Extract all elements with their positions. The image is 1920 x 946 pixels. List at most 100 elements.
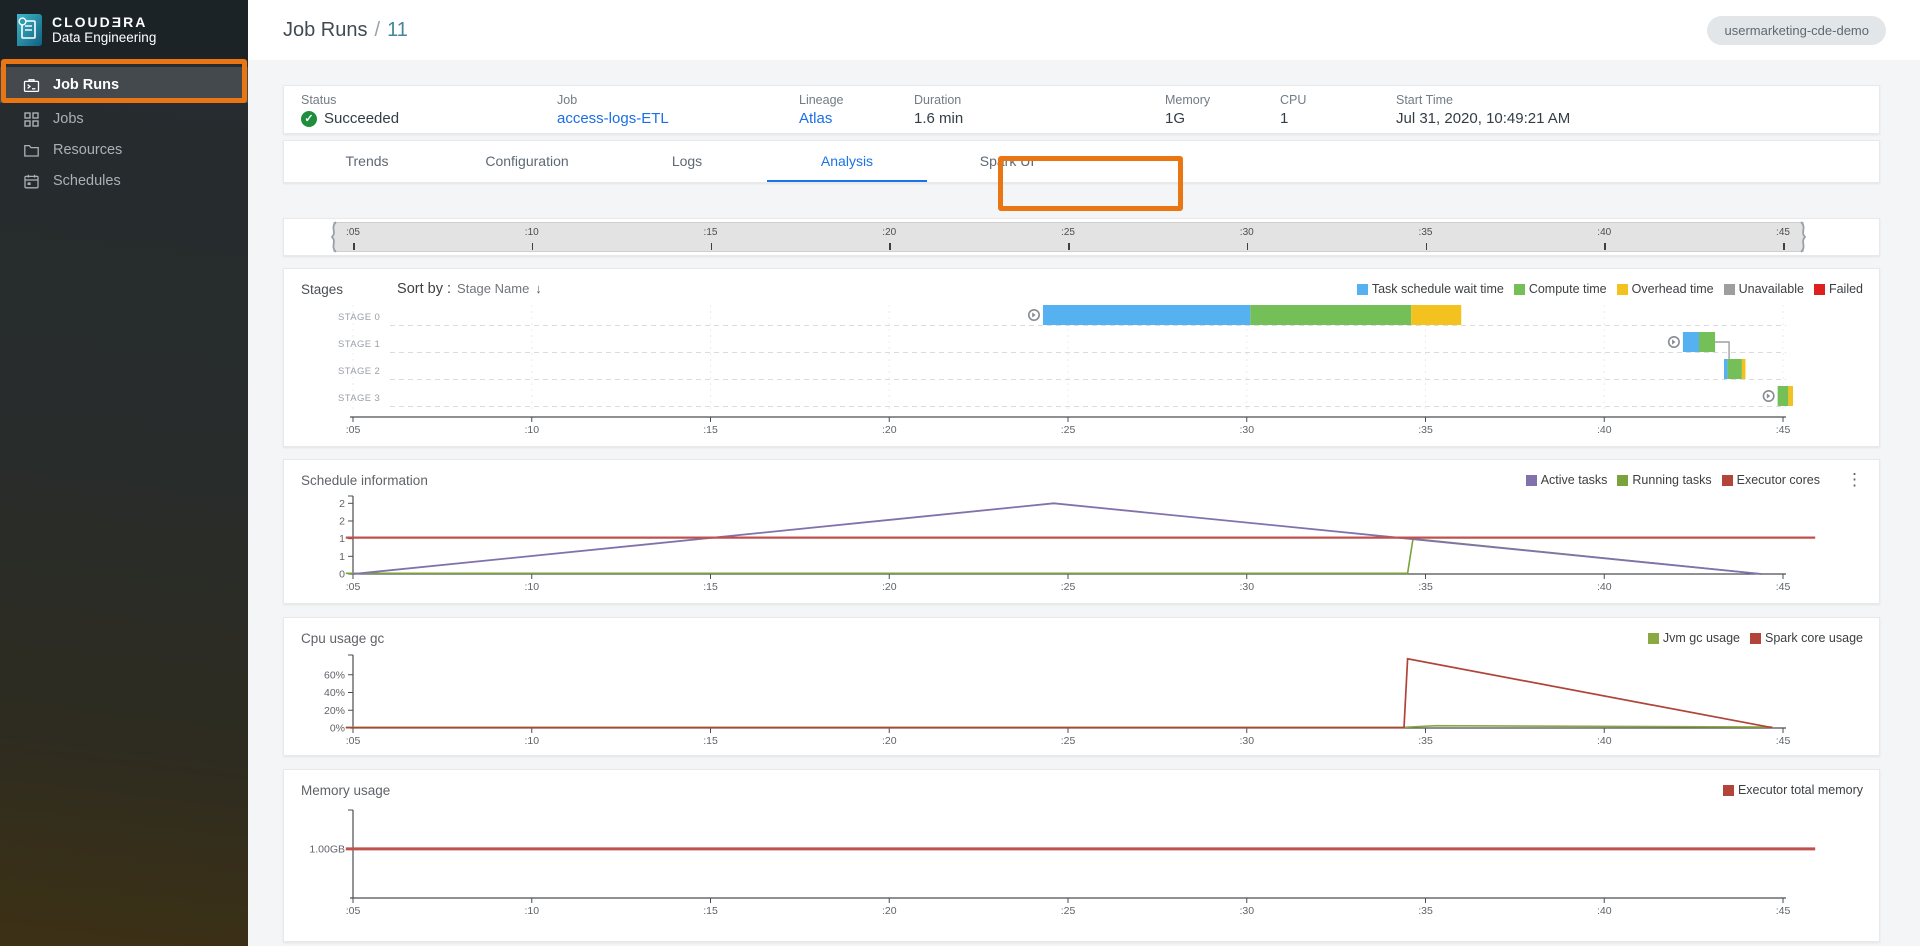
tab-logs[interactable]: Logs xyxy=(607,141,767,182)
x-tick-label: :15 xyxy=(703,581,718,593)
x-tick-label: :45 xyxy=(1776,581,1791,593)
legend-item-jvm-gc-usage: Jvm gc usage xyxy=(1648,631,1740,645)
x-tick-label: :10 xyxy=(524,735,539,747)
field-value: 1.6 min xyxy=(914,110,963,127)
legend-label: Spark core usage xyxy=(1765,631,1863,645)
scrubber-left-handle[interactable] xyxy=(327,221,339,253)
sort-direction-icon[interactable]: ↓ xyxy=(535,281,542,296)
tab-analysis[interactable]: Analysis xyxy=(767,141,927,182)
sidebar-item-jobs[interactable]: Jobs xyxy=(0,104,248,134)
timeline-tick-label: :30 xyxy=(1240,227,1254,238)
x-tick-label: :45 xyxy=(1776,735,1791,747)
status-value: Succeeded xyxy=(324,110,399,127)
logo-title: CLOUDƎRA xyxy=(52,14,156,30)
stage-row-label: STAGE 0 xyxy=(338,312,380,323)
legend-item-spark-core-usage: Spark core usage xyxy=(1750,631,1863,645)
stage-row-label: STAGE 2 xyxy=(338,366,380,377)
schedule-legend: Active tasksRunning tasksExecutor cores xyxy=(1526,473,1820,487)
x-tick-label: :05 xyxy=(346,424,361,436)
legend-item-failed: Failed xyxy=(1814,282,1863,296)
legend-swatch xyxy=(1617,475,1628,486)
stage-row-label: STAGE 1 xyxy=(338,339,380,350)
breadcrumb: Job Runs/11 xyxy=(283,19,408,42)
cpu-usage-card: Cpu usage gc Jvm gc usageSpark core usag… xyxy=(283,617,1880,756)
resources-icon xyxy=(23,142,40,159)
series-running-tasks xyxy=(346,539,1762,574)
legend-label: Failed xyxy=(1829,282,1863,296)
sidebar-item-resources[interactable]: Resources xyxy=(0,135,248,165)
tab-trends[interactable]: Trends xyxy=(287,141,447,182)
sidebar-item-schedules[interactable]: Schedules xyxy=(0,166,248,196)
x-tick-label: :15 xyxy=(703,424,718,436)
legend-swatch xyxy=(1723,785,1734,796)
job-link[interactable]: access-logs-ETL xyxy=(557,110,799,127)
schedules-icon xyxy=(23,173,40,190)
legend-swatch xyxy=(1814,284,1825,295)
stage-bar-segment-overhead xyxy=(1411,305,1461,325)
summary-field-status: Status✓Succeeded xyxy=(301,93,557,127)
summary-field-cpu: CPU1 xyxy=(1280,93,1396,127)
field-label: Memory xyxy=(1165,93,1280,107)
series-spark-core-usage xyxy=(346,659,1773,728)
timeline-scrubber: :05:10:15:20:25:30:35:40:45 xyxy=(283,218,1880,256)
legend-label: Running tasks xyxy=(1632,473,1711,487)
stage-bar-segment-overhead xyxy=(1742,359,1746,379)
timeline-tick-label: :20 xyxy=(882,227,896,238)
legend-swatch xyxy=(1722,475,1733,486)
x-tick-label: :45 xyxy=(1776,905,1791,917)
field-label: Duration xyxy=(914,93,1165,107)
lineage-link[interactable]: Atlas xyxy=(799,110,914,127)
field-label: CPU xyxy=(1280,93,1396,107)
timeline-tick-mark xyxy=(1426,243,1428,250)
legend-label: Executor cores xyxy=(1737,473,1820,487)
y-tick-label: 0% xyxy=(330,723,345,735)
timeline-tick-label: :35 xyxy=(1419,227,1433,238)
main-area: Job Runs/11 usermarketing-cde-demo Statu… xyxy=(248,0,1920,946)
y-tick-label: 60% xyxy=(324,669,345,681)
x-tick-label: :20 xyxy=(882,735,897,747)
memory-chart-title: Memory usage xyxy=(301,783,390,798)
x-tick-label: :35 xyxy=(1418,581,1433,593)
x-tick-label: :40 xyxy=(1597,905,1612,917)
y-tick-label: 1 xyxy=(339,551,345,563)
x-tick-label: :25 xyxy=(1061,581,1076,593)
summary-field-lineage: LineageAtlas xyxy=(799,93,914,127)
schedule-line-chart[interactable]: 01122:05:10:15:20:25:30:35:40:45 xyxy=(284,490,1879,598)
stage-bar-segment-overhead xyxy=(1788,386,1793,406)
cpu-line-chart[interactable]: 0%20%40%60%:05:10:15:20:25:30:35:40:45 xyxy=(284,648,1879,750)
x-tick-label: :20 xyxy=(882,424,897,436)
sort-by-control[interactable]: Sort by : Stage Name ↓ xyxy=(397,281,542,297)
schedule-chart-title: Schedule information xyxy=(301,473,428,488)
scrubber-right-handle[interactable] xyxy=(1798,221,1810,253)
summary-field-job: Jobaccess-logs-ETL xyxy=(557,93,799,127)
job-runs-icon xyxy=(23,77,40,94)
legend-item-compute-time: Compute time xyxy=(1514,282,1607,296)
stages-gantt-chart[interactable]: STAGE 0STAGE 1STAGE 2STAGE 3:05:10:15:20… xyxy=(284,299,1879,441)
sort-by-label: Sort by : xyxy=(397,281,451,297)
legend-swatch xyxy=(1514,284,1525,295)
x-tick-label: :30 xyxy=(1239,424,1254,436)
timeline-tick-mark xyxy=(1604,243,1606,250)
legend-swatch xyxy=(1357,284,1368,295)
x-tick-label: :35 xyxy=(1418,735,1433,747)
timeline-tick-label: :40 xyxy=(1597,227,1611,238)
breadcrumb-root[interactable]: Job Runs xyxy=(283,19,368,41)
page-content: Status✓SucceededJobaccess-logs-ETLLineag… xyxy=(248,60,1880,942)
stage-bar-segment-wait xyxy=(1724,359,1728,379)
summary-field-start-time: Start TimeJul 31, 2020, 10:49:21 AM xyxy=(1396,93,1696,127)
legend-swatch xyxy=(1648,633,1659,644)
x-tick-label: :05 xyxy=(346,735,361,747)
legend-swatch xyxy=(1750,633,1761,644)
sidebar-item-job-runs[interactable]: Job Runs xyxy=(0,67,248,103)
y-tick-label: 20% xyxy=(324,705,345,717)
summary-field-duration: Duration 1.6 min xyxy=(914,93,1165,127)
tab-spark-ui[interactable]: Spark UI xyxy=(927,141,1087,182)
environment-badge: usermarketing-cde-demo xyxy=(1707,16,1886,45)
chart-menu-icon[interactable]: ⋮ xyxy=(1846,475,1863,485)
sidebar-item-label: Schedules xyxy=(53,173,121,189)
x-tick-label: :15 xyxy=(703,905,718,917)
memory-line-chart[interactable]: 1.00GB:05:10:15:20:25:30:35:40:45 xyxy=(284,800,1879,918)
timeline-tick-mark xyxy=(1068,243,1070,250)
tab-configuration[interactable]: Configuration xyxy=(447,141,607,182)
x-tick-label: :45 xyxy=(1776,424,1791,436)
